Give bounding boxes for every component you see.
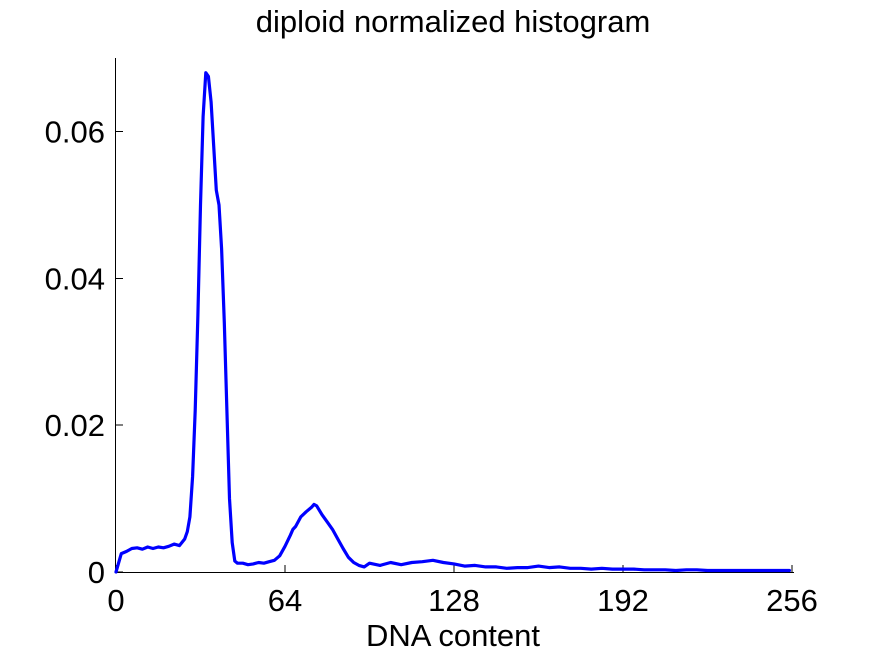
x-tick-label: 192 xyxy=(597,583,649,618)
histogram-line-series xyxy=(114,71,792,574)
chart-title: diploid normalized histogram xyxy=(256,4,651,39)
series-layer xyxy=(114,71,792,574)
y-tick-label: 0.06 xyxy=(45,114,105,149)
y-axis-ticks: 0 0.02 0.04 0.06 xyxy=(45,114,123,590)
x-tick-label: 0 xyxy=(107,583,124,618)
x-tick-label: 128 xyxy=(428,583,480,618)
x-tick-label: 256 xyxy=(766,583,818,618)
x-tick-label: 64 xyxy=(268,583,302,618)
y-tick-label: 0.04 xyxy=(45,261,105,296)
plot-area: 0 64 128 192 256 0 0.02 0.04 0.06 xyxy=(45,58,818,618)
y-tick-label: 0.02 xyxy=(45,408,105,443)
x-axis-label: DNA content xyxy=(366,618,540,653)
y-tick-label: 0 xyxy=(88,555,105,590)
x-axis-ticks: 0 64 128 192 256 xyxy=(107,565,818,618)
